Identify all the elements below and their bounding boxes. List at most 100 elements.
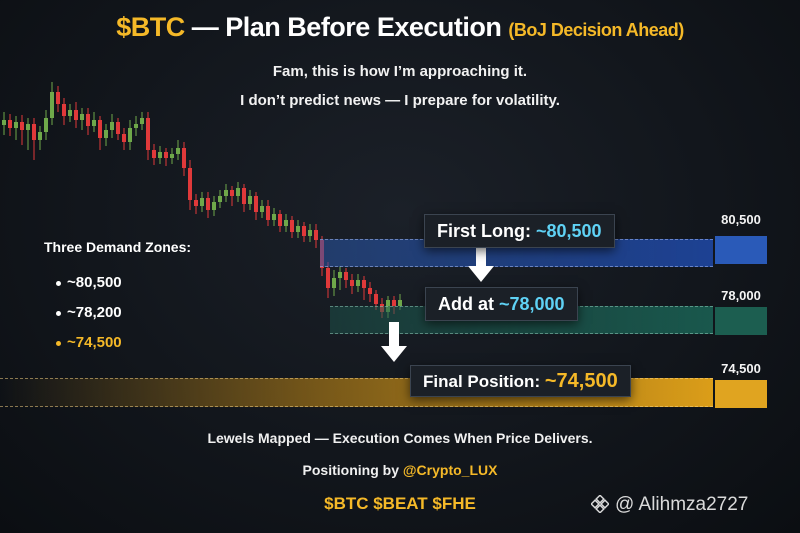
candle-body <box>128 128 132 142</box>
candle-body <box>398 300 402 306</box>
candle-body <box>134 124 138 128</box>
candle-body <box>218 196 222 202</box>
candle-body <box>236 188 240 196</box>
price-label-74500: 74,500 <box>721 361 761 376</box>
zone-value: ~74,500 <box>67 334 122 351</box>
candle-body <box>302 226 306 236</box>
intro-line-2: I don’t predict news — I prepare for vol… <box>240 92 560 109</box>
candle-body <box>368 288 372 294</box>
candle-body <box>272 214 276 220</box>
footer-credit: Positioning by @Crypto_LUX <box>0 462 800 478</box>
callout-add-value: ~78,000 <box>499 294 565 314</box>
candle-body <box>182 148 186 168</box>
zone-value: ~80,500 <box>67 274 122 291</box>
candle-body <box>20 122 24 130</box>
candle-body <box>44 118 48 132</box>
candle-body <box>158 152 162 158</box>
zone-list-item: ~74,500 <box>56 334 122 351</box>
candle-body <box>260 206 264 212</box>
credit-handle: @Crypto_LUX <box>402 462 498 478</box>
candle-body <box>248 196 252 204</box>
watermark-text: @ Alihmza2727 <box>615 494 749 515</box>
candle-body <box>308 230 312 236</box>
page-title: $BTC — Plan Before Execution (BoJ Decisi… <box>0 12 800 43</box>
down-arrow-icon <box>468 248 494 282</box>
candle-body <box>206 198 210 210</box>
callout-final-value: ~74,500 <box>544 370 618 392</box>
candle-body <box>326 268 330 288</box>
callout-first-label: First Long: <box>437 221 536 241</box>
price-label-78000: 78,000 <box>721 288 761 303</box>
zone-list-item: ~78,200 <box>56 304 122 321</box>
candle-body <box>122 134 126 142</box>
bullet-icon <box>56 340 61 346</box>
candle-body <box>392 300 396 306</box>
zone-value: ~78,200 <box>67 304 122 321</box>
price-box-78000 <box>715 307 767 335</box>
price-box-80500 <box>715 236 767 264</box>
candle-body <box>98 120 102 138</box>
callout-add-label: Add at <box>438 294 499 314</box>
candle-body <box>140 118 144 124</box>
candle-body <box>332 278 336 288</box>
title-subtitle: (BoJ Decision Ahead) <box>508 20 684 40</box>
candle-body <box>152 150 156 158</box>
candle-body <box>170 154 174 158</box>
title-ticker: $BTC <box>116 12 185 42</box>
candle-body <box>68 110 72 116</box>
candle-body <box>38 132 42 140</box>
candle-body <box>188 168 192 200</box>
callout-add: Add at ~78,000 <box>425 287 578 321</box>
candle-body <box>356 280 360 286</box>
candle-body <box>26 124 30 130</box>
candle-body <box>194 200 198 206</box>
candle-body <box>242 188 246 204</box>
candle-body <box>284 220 288 226</box>
watermark: @ Alihmza2727 <box>591 494 748 516</box>
candle-body <box>224 190 228 196</box>
zones-heading: Three Demand Zones: <box>44 239 192 255</box>
binance-logo-icon <box>591 495 609 513</box>
candle-body <box>344 272 348 280</box>
candle-body <box>374 294 378 304</box>
candle-body <box>2 120 6 125</box>
candle-body <box>362 280 366 288</box>
candle-body <box>32 124 36 140</box>
callout-first-value: ~80,500 <box>535 221 602 241</box>
candle-body <box>74 110 78 120</box>
footer-tagline: Lewels Mapped — Execution Comes When Pri… <box>207 430 593 446</box>
candle-body <box>230 190 234 196</box>
candle-body <box>110 122 114 130</box>
candle-body <box>212 202 216 210</box>
candle-body <box>116 122 120 134</box>
credit-prefix: Positioning by <box>302 462 403 478</box>
candle-body <box>338 272 342 278</box>
candle-body <box>80 114 84 120</box>
candle-body <box>92 120 96 126</box>
price-box-74500 <box>715 380 767 408</box>
zone-list-item: ~80,500 <box>56 274 122 291</box>
candle-body <box>290 220 294 232</box>
footer-tags: $BTC $BEAT $FHE <box>324 494 476 513</box>
title-main: — Plan Before Execution <box>184 12 509 42</box>
candle-body <box>104 130 108 138</box>
callout-final-label: Final Position: <box>423 372 545 391</box>
candle-body <box>266 206 270 220</box>
candle-body <box>314 230 318 240</box>
candle-body <box>278 214 282 226</box>
candle-body <box>50 92 54 118</box>
candle-body <box>8 120 12 128</box>
candle-body <box>164 152 168 158</box>
candle-body <box>350 280 354 286</box>
candle-body <box>86 114 90 126</box>
bullet-icon <box>56 280 61 286</box>
candle-body <box>14 122 18 128</box>
candle-body <box>176 148 180 154</box>
candle-body <box>296 226 300 232</box>
candle-body <box>56 92 60 104</box>
intro-line-1: Fam, this is how I’m approaching it. <box>272 63 528 80</box>
callout-final-position: Final Position: ~74,500 <box>410 365 631 397</box>
callout-first-long: First Long: ~80,500 <box>424 214 615 248</box>
candle-body <box>146 118 150 150</box>
candle-body <box>62 104 66 116</box>
